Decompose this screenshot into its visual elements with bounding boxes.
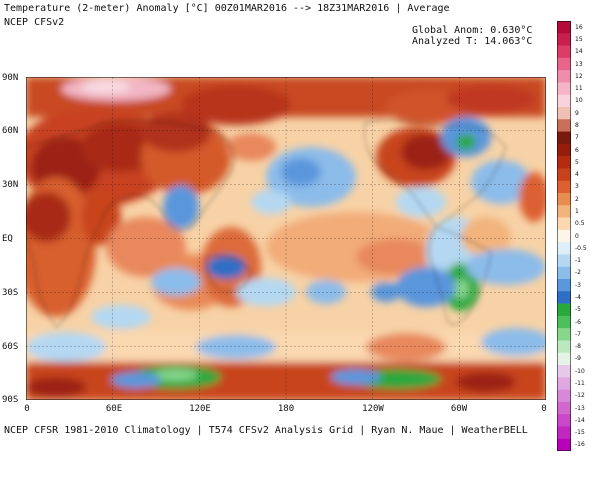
colorbar-swatch [557, 291, 571, 304]
colorbar-label: 1 [575, 207, 579, 215]
colorbar-swatch [557, 217, 571, 231]
colorbar-swatch [557, 82, 571, 96]
lat-label-90n: 90N [2, 73, 19, 83]
coastlines [26, 120, 507, 328]
colorbar-swatch [557, 438, 571, 451]
colorbar-swatch [557, 193, 571, 206]
lon-label-120e: 120E [189, 404, 211, 414]
lon-label-0-right: 0 [541, 404, 547, 414]
colorbar-swatch [557, 107, 571, 120]
colorbar-label: 10 [575, 97, 583, 105]
colorbar-swatch [557, 131, 571, 145]
colorbar-swatch [557, 377, 571, 390]
colorbar-label: -5 [575, 306, 581, 314]
colorbar-swatch [557, 70, 571, 83]
colorbar-label: -15 [575, 429, 585, 437]
lat-label-eq: EQ [2, 234, 13, 244]
colorbar-swatch [557, 94, 571, 108]
colorbar-label: 3 [575, 183, 579, 191]
colorbar-label: 14 [575, 48, 583, 56]
colorbar-swatch [557, 352, 571, 366]
colorbar-label: -11 [575, 379, 585, 387]
lon-label-0-left: 0 [24, 404, 30, 414]
lat-label-60n: 60N [2, 126, 19, 136]
colorbar-label: -1 [575, 257, 581, 265]
colorbar-label: 16 [575, 23, 583, 31]
colorbar-label: 11 [575, 85, 583, 93]
colorbar-label: 5 [575, 158, 579, 166]
lon-label-60w: 60W [450, 404, 468, 414]
analyzed-temperature-value: Analyzed T: 14.063°C [412, 36, 533, 47]
colorbar-label: 15 [575, 35, 583, 43]
global-anomaly-value: Global Anom: 0.630°C [412, 25, 533, 36]
colorbar-label: -6 [575, 318, 581, 326]
colorbar-swatch [557, 254, 571, 268]
colorbar-label: -7 [575, 330, 581, 338]
colorbar-label: 4 [575, 171, 579, 179]
colorbar-label: -16 [575, 441, 585, 449]
colorbar-label: 6 [575, 146, 579, 154]
lat-label-30n: 30N [2, 180, 19, 190]
colorbar-swatch [557, 328, 571, 341]
colorbar-swatch [557, 156, 571, 169]
lat-label-30s: 30S [2, 288, 19, 298]
colorbar-swatch [557, 205, 571, 218]
colorbar-swatch [557, 242, 571, 255]
colorbar-label: 9 [575, 109, 579, 117]
colorbar-label: 12 [575, 72, 583, 80]
lat-label-60s: 60S [2, 342, 19, 352]
colorbar-label: 13 [575, 60, 583, 68]
colorbar-swatch [557, 180, 571, 194]
colorbar-label: 8 [575, 121, 579, 129]
colorbar-swatch [557, 365, 571, 378]
anomaly-map [26, 77, 546, 400]
colorbar-swatch [557, 303, 571, 317]
lon-label-180: 180 [277, 404, 295, 414]
colorbar-label: 2 [575, 195, 579, 203]
colorbar-swatch [557, 426, 571, 440]
graticule [26, 77, 546, 400]
colorbar-label: -13 [575, 404, 585, 412]
colorbar-label: 0.5 [575, 220, 585, 228]
colorbar-label: -2 [575, 269, 581, 277]
colorbar-label: -8 [575, 343, 581, 351]
colorbar-label: 7 [575, 134, 579, 142]
lat-label-90s: 90S [2, 395, 19, 405]
colorbar-label: -9 [575, 355, 581, 363]
colorbar-swatch [557, 401, 571, 415]
map-title: Temperature (2-meter) Anomaly [°C] 00Z01… [4, 3, 450, 14]
colorbar-swatch [557, 229, 571, 243]
colorbar-swatch [557, 21, 571, 34]
colorbar-label: -12 [575, 392, 585, 400]
colorbar-swatch [557, 266, 571, 280]
colorbar-swatch [557, 45, 571, 59]
colorbar-swatch [557, 143, 571, 157]
model-name: NCEP CFSv2 [4, 17, 65, 28]
colorbar-label: 0 [575, 232, 579, 240]
colorbar-swatch [557, 389, 571, 403]
colorbar-swatch [557, 57, 571, 71]
colorbar-swatch [557, 119, 571, 132]
colorbar-swatch [557, 414, 571, 427]
colorbar-swatch [557, 279, 571, 292]
colorbar [557, 21, 571, 451]
colorbar-swatch [557, 168, 571, 182]
colorbar-label: -4 [575, 293, 581, 301]
colorbar-label: -0.5 [575, 244, 587, 252]
colorbar-swatch [557, 340, 571, 354]
lon-label-60e: 60E [105, 404, 123, 414]
colorbar-swatch [557, 315, 571, 329]
colorbar-label: -14 [575, 416, 585, 424]
colorbar-label: -10 [575, 367, 585, 375]
colorbar-label: -3 [575, 281, 581, 289]
lon-label-120w: 120W [362, 404, 384, 414]
map-footer-credits: NCEP CFSR 1981-2010 Climatology | T574 C… [4, 425, 528, 436]
colorbar-swatch [557, 33, 571, 46]
